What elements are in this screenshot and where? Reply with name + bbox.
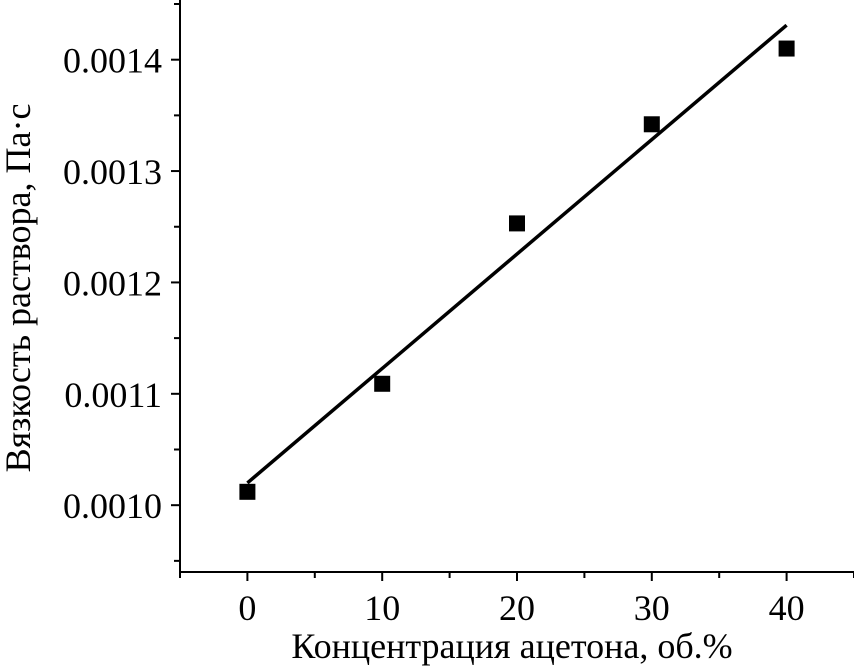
data-point-marker (239, 483, 256, 500)
x-tick-label: 20 (499, 588, 535, 628)
axes (179, 0, 854, 573)
data-point-marker (509, 215, 525, 232)
y-tick-label: 0.0013 (63, 152, 162, 192)
y-tick-label: 0.0010 (63, 486, 162, 526)
y-tick-label: 0.0011 (64, 375, 162, 415)
x-tick-label: 30 (634, 588, 670, 628)
y-tick-label: 0.0012 (63, 263, 162, 303)
data-point-marker (643, 116, 660, 133)
ticks (171, 3, 854, 581)
x-axis-title: Концентрация ацетона, об.% (291, 626, 732, 666)
y-tick-label: 0.0014 (63, 41, 162, 81)
fit-line (246, 23, 788, 485)
y-axis-title: Вязкость раствора, Па·с (0, 104, 38, 473)
tick-labels: 0 10 20 30 40 0.0010 0.0011 0.0012 0.0013 0.0014 (63, 41, 805, 628)
data-point-marker (374, 375, 391, 392)
x-tick-label: 10 (364, 588, 400, 628)
x-tick-label: 40 (769, 588, 805, 628)
x-tick-label: 0 (238, 588, 256, 628)
data-points (239, 40, 795, 500)
data-point-marker (778, 40, 795, 57)
